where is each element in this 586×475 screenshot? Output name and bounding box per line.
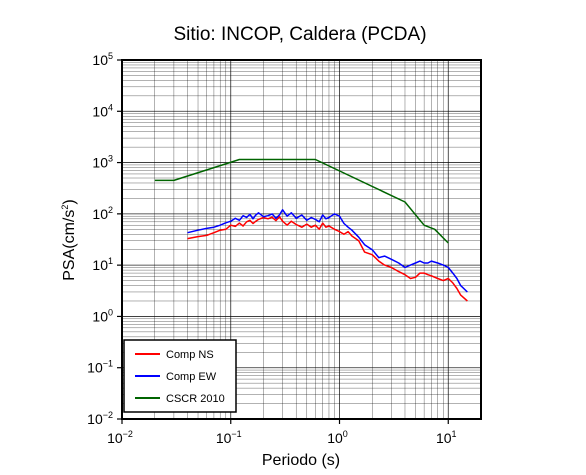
chart-title: Sitio: INCOP, Caldera (PCDA): [173, 24, 426, 45]
x-tick-exp: −2: [123, 429, 133, 439]
series-line-cscr-2010: [154, 158, 449, 244]
y-tick-base: 10: [92, 308, 108, 324]
y-tick-base: 10: [92, 155, 108, 171]
y-tick-exp: 5: [108, 51, 113, 61]
series-line-comp-ns: [187, 215, 468, 302]
grid: [121, 59, 482, 420]
x-tick-exp: −1: [231, 429, 241, 439]
y-axis-label: PSA(cm/s2): [60, 199, 78, 280]
y-tick-label: 105: [92, 51, 113, 68]
y-tick-exp: 0: [108, 307, 113, 317]
x-tick-base: 10: [436, 430, 452, 446]
x-tick-label: 10−2: [107, 429, 133, 446]
y-tick-label: 104: [92, 102, 113, 119]
y-tick-base: 10: [92, 257, 108, 273]
x-tick-label: 10−1: [216, 429, 242, 446]
y-axis-label-sup: 2: [60, 205, 70, 210]
legend-label-cscr: CSCR 2010: [166, 393, 225, 405]
y-tick-label: 10−1: [87, 359, 113, 376]
series-line-comp-ew: [187, 209, 468, 293]
y-tick-label: 100: [92, 307, 113, 324]
x-tick-exp: 1: [452, 429, 457, 439]
y-tick-exp: 3: [108, 154, 113, 164]
x-tick-exp: 0: [343, 429, 348, 439]
legend-label-ns: Comp NS: [166, 349, 214, 361]
y-tick-base: 10: [87, 360, 103, 376]
x-axis-ticks: 10−2 10−1 100 101: [107, 419, 457, 446]
y-axis-label-tail: ): [61, 199, 78, 204]
x-tick-base: 10: [327, 430, 343, 446]
y-tick-label: 103: [92, 154, 113, 171]
y-tick-label: 101: [92, 256, 113, 273]
x-tick-label: 101: [436, 429, 457, 446]
y-tick-base: 10: [92, 103, 108, 119]
y-tick-exp: 2: [108, 205, 113, 215]
y-tick-exp: 1: [108, 256, 113, 266]
y-tick-label: 10−2: [87, 410, 113, 427]
legend-label-ew: Comp EW: [166, 371, 217, 383]
y-tick-base: 10: [87, 411, 103, 427]
y-tick-base: 10: [92, 206, 108, 222]
x-tick-base: 10: [107, 430, 123, 446]
x-tick-base: 10: [216, 430, 232, 446]
legend: Comp NS Comp EW CSCR 2010: [123, 339, 237, 413]
y-tick-exp: 4: [108, 102, 113, 112]
y-tick-label: 102: [92, 205, 113, 222]
x-tick-label: 100: [327, 429, 348, 446]
plot-frame: [121, 59, 482, 420]
y-tick-exp: −2: [103, 410, 113, 420]
y-axis-label-base: PSA(cm/s: [61, 210, 78, 281]
x-axis-label: Periodo (s): [262, 452, 340, 469]
y-tick-exp: −1: [103, 359, 113, 369]
series-group: [154, 158, 468, 302]
y-tick-base: 10: [92, 52, 108, 68]
